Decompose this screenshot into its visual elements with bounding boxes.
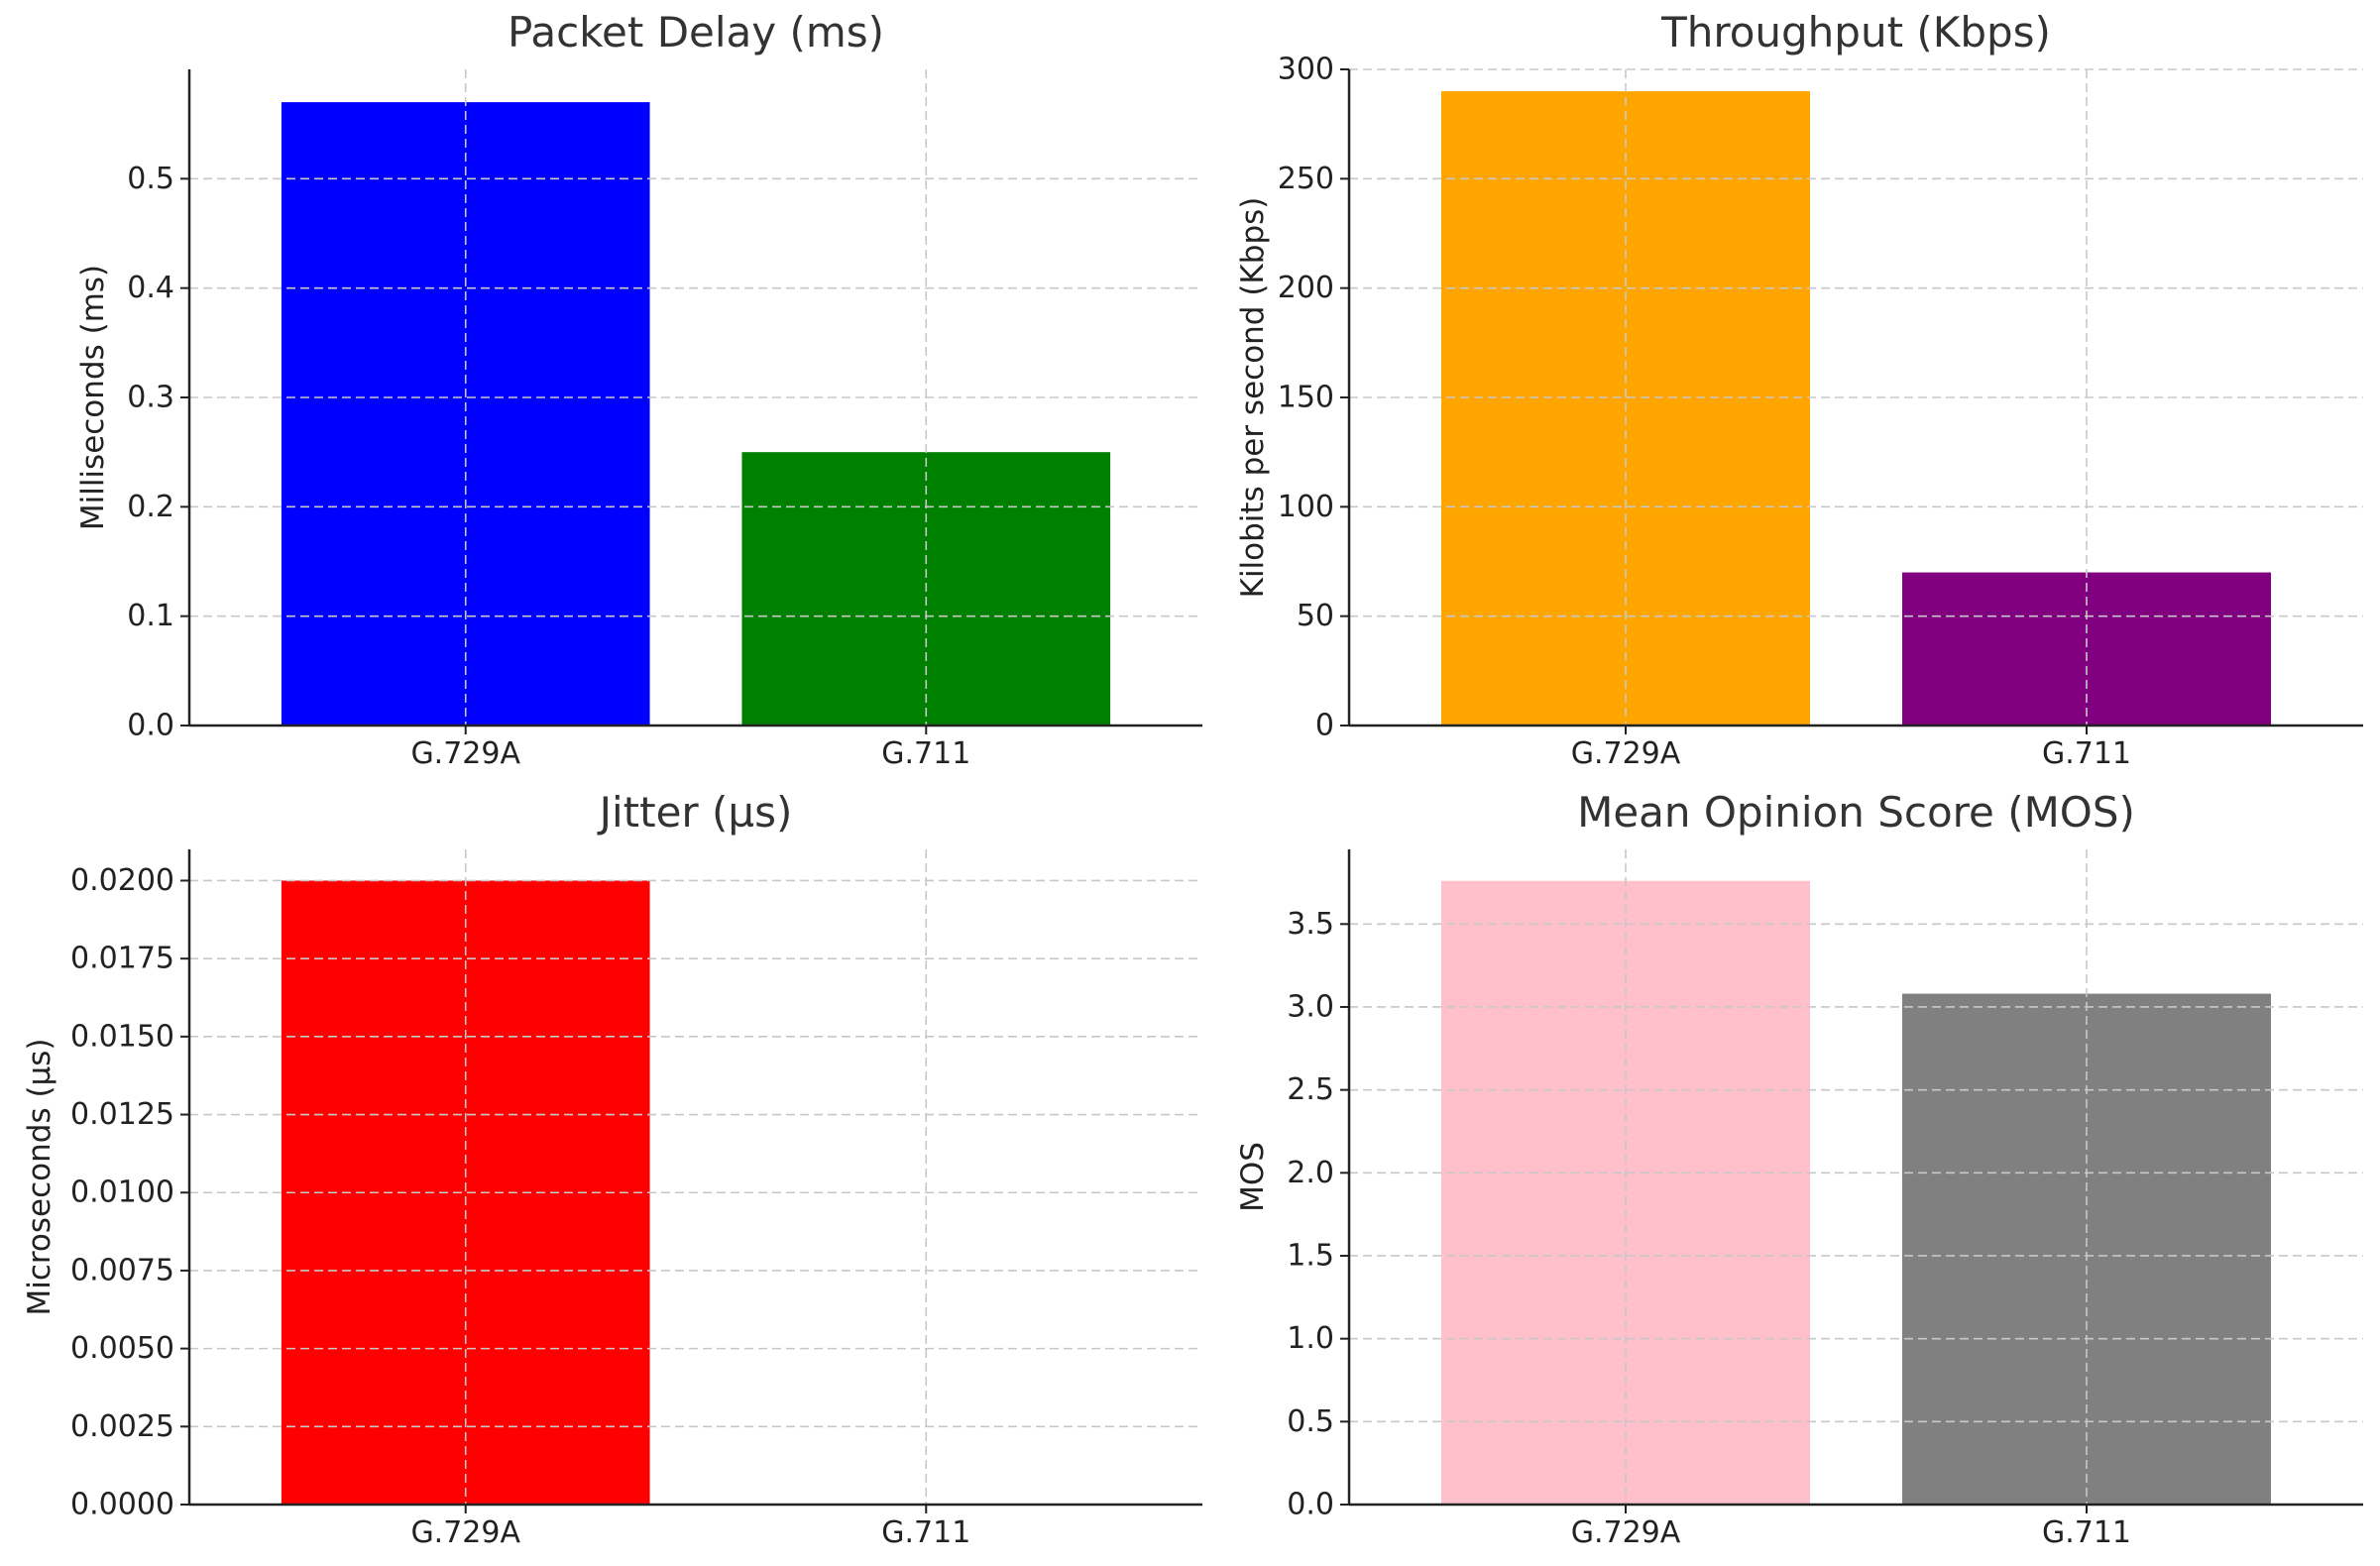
y-tick-label: 0.0 xyxy=(127,709,174,743)
bar-g-711 xyxy=(1902,993,2271,1505)
y-tick-label: 200 xyxy=(1278,271,1334,305)
y-tick-label: 0.0200 xyxy=(70,863,174,898)
chart-panel-2: 0 50 100 150 200 250 300 G.729A G.711 Throughput … xyxy=(1235,8,2363,771)
y-tick-label: 0.0 xyxy=(1287,1488,1334,1522)
y-axis-label: Milliseconds (ms) xyxy=(75,265,111,530)
y-tick-label: 2.0 xyxy=(1287,1156,1334,1190)
y-tick-label: 0.2 xyxy=(127,490,174,524)
y-axis-label: MOS xyxy=(1235,1142,1271,1212)
y-tick-label: 0.0050 xyxy=(70,1331,174,1366)
y-tick-label: 0.5 xyxy=(1287,1404,1334,1439)
bar-g-729a xyxy=(281,102,650,727)
y-tick-label: 0.5 xyxy=(127,162,174,196)
x-tick-label: G.711 xyxy=(2042,1515,2131,1550)
x-tick-label: G.711 xyxy=(2042,736,2131,771)
y-tick-label: 3.0 xyxy=(1287,989,1334,1024)
y-tick-label: 100 xyxy=(1278,490,1334,524)
x-tick-label: G.729A xyxy=(1571,1515,1681,1550)
chart-title: Mean Opinion Score (MOS) xyxy=(1577,788,2135,837)
x-tick-label: G.711 xyxy=(881,736,970,771)
chart-title: Packet Delay (ms) xyxy=(508,8,884,56)
y-tick-label: 3.5 xyxy=(1287,907,1334,942)
y-tick-label: 0.0125 xyxy=(70,1097,174,1132)
y-tick-label: 150 xyxy=(1278,381,1334,415)
chart-title: Jitter (µs) xyxy=(597,788,793,837)
y-tick-label: 0.4 xyxy=(127,271,174,305)
y-tick-label: 0.1 xyxy=(127,599,174,633)
y-tick-label: 0.3 xyxy=(127,381,174,415)
y-tick-label: 250 xyxy=(1278,162,1334,196)
y-tick-label: 0 xyxy=(1315,709,1334,743)
y-axis-label: Kilobits per second (Kbps) xyxy=(1235,197,1271,599)
chart-panel-3: 0.0000 0.0025 0.0050 0.0075 0.0100 0.0125 0.01… xyxy=(22,788,1202,1550)
y-tick-label: 1.5 xyxy=(1287,1238,1334,1273)
y-tick-label: 0.0150 xyxy=(70,1019,174,1054)
y-tick-label: 1.0 xyxy=(1287,1321,1334,1356)
chart-title: Throughput (Kbps) xyxy=(1660,8,2051,56)
y-tick-label: 0.0100 xyxy=(70,1175,174,1210)
x-tick-label: G.711 xyxy=(881,1515,970,1550)
x-tick-label: G.729A xyxy=(410,736,520,771)
x-tick-label: G.729A xyxy=(1571,736,1681,771)
y-tick-label: 0.0175 xyxy=(70,942,174,976)
x-tick-label: G.729A xyxy=(410,1515,520,1550)
y-tick-label: 0.0025 xyxy=(70,1409,174,1444)
y-axis-label: Microseconds (µs) xyxy=(22,1038,57,1315)
y-tick-label: 0.0075 xyxy=(70,1253,174,1287)
y-tick-label: 50 xyxy=(1297,599,1334,633)
y-tick-label: 0.0000 xyxy=(70,1488,174,1522)
y-tick-label: 300 xyxy=(1278,53,1334,87)
bar-g-729a xyxy=(1441,880,1810,1505)
y-tick-label: 2.5 xyxy=(1287,1072,1334,1107)
chart-panel-4: 0.0 0.5 1.0 1.5 2.0 2.5 3.0 3.5 G.729A G.711 Mean … xyxy=(1235,788,2363,1550)
chart-panel-1: 0.0 0.1 0.2 0.3 0.4 0.5 G.729A G.711 Packet Dela… xyxy=(75,8,1202,771)
